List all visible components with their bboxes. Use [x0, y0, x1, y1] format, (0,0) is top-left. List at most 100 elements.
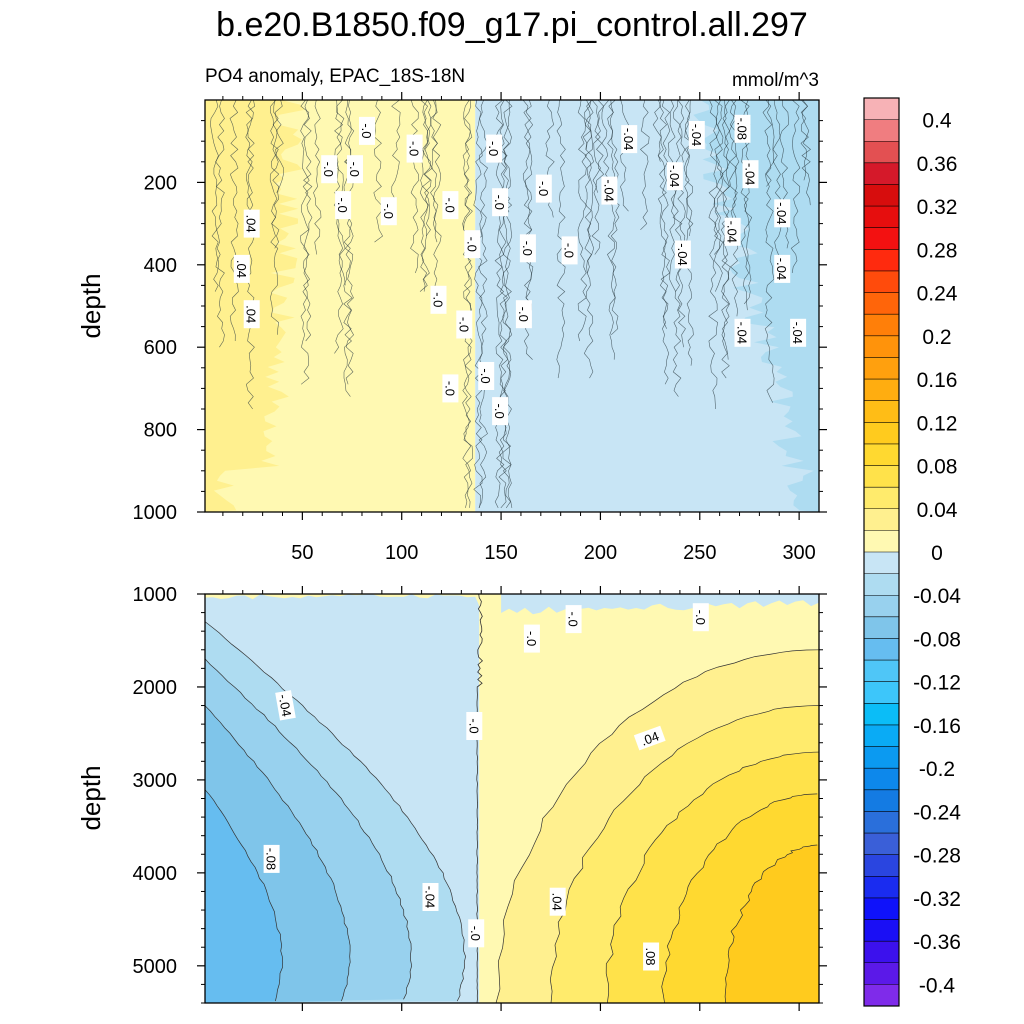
contour-label-text: -.04: [774, 202, 789, 224]
colorbar-label: 0.32: [917, 196, 958, 219]
colorbar-swatch: [864, 876, 899, 899]
contour-label: -.04: [422, 883, 439, 911]
band-west-4: [205, 789, 283, 1003]
top-panel-axes: 50 100 150 200 250 300 200 400 600 800 1000: [133, 92, 827, 564]
contour-label-text: -.04: [621, 128, 636, 150]
top-ylabel: depth: [76, 273, 106, 338]
contour-line: [661, 793, 818, 1003]
contour-label-text: -.0: [359, 123, 374, 138]
contour-line: [205, 658, 413, 1000]
contour-line: [205, 705, 351, 1002]
top-panel-contour-labels: -.0-.0 -.0-.0 -.0-.0 -.0 -.0 -.0-.0-.0 -.0 -.0-…: [233, 114, 807, 426]
contour-label: .08: [643, 942, 660, 971]
contour-label-text: -.04: [790, 322, 805, 344]
x-tick-label: 200: [584, 542, 617, 564]
bottom-panel-axes: 1000 2000 3000 4000 5000: [133, 584, 827, 1011]
contour-label: -.0: [515, 300, 532, 329]
band-top-strip-east: [501, 594, 819, 615]
colorbar-frame: [863, 97, 900, 1007]
colorbar-swatch: [864, 314, 899, 337]
contour-label: .04: [633, 725, 666, 751]
colorbar-swatch: [864, 746, 899, 769]
colorbar-label: 0.2: [922, 326, 951, 349]
colorbar-label: 0.28: [917, 239, 958, 262]
contour-label: -.0: [478, 362, 495, 390]
contour-label: -.0: [442, 191, 459, 220]
x-tick-label: 250: [683, 542, 716, 564]
bottom-panel-contours: [205, 594, 819, 1003]
colorbar-label: -0.28: [913, 845, 961, 868]
contour-label-text: -.0: [468, 926, 483, 941]
colorbar-swatch: [864, 768, 899, 791]
contour-label: -.04: [774, 254, 791, 283]
x-tick-label: 150: [484, 542, 517, 564]
y-tick-label: 400: [144, 255, 177, 277]
x-tick-label: 300: [782, 542, 815, 564]
x-tick-label: 50: [291, 542, 313, 564]
contour-label-text: -.0: [464, 237, 479, 252]
contour-label: -.0: [492, 188, 509, 217]
contour-label-text: -.0: [536, 181, 551, 196]
colorbar-swatch: [864, 919, 899, 942]
contour-label-text: -.0: [456, 317, 471, 332]
contour-label: .04: [549, 887, 566, 916]
contour-label-text: -.0: [566, 612, 581, 627]
figure-title: b.e20.B1850.f09_g17.pi_control.all.297: [216, 6, 808, 44]
contour-label-text: -.0: [442, 381, 457, 396]
contour-label: -.0: [692, 603, 709, 632]
colorbar-label: -0.32: [913, 888, 961, 911]
contour-line: [724, 844, 818, 1003]
contour-label: .04: [243, 300, 260, 329]
left-subtitle: PO4 anomaly, EPAC_18S-18N: [205, 66, 465, 87]
colorbar-swatch: [864, 292, 899, 315]
contour-label-text: -.04: [774, 258, 789, 280]
contour-label-text: -.0: [431, 292, 446, 307]
contour-label-text: .04: [550, 893, 565, 911]
contour-label: -.04: [734, 318, 751, 347]
contour-label-text: -.08: [735, 118, 750, 140]
contour-label: -.0: [523, 624, 540, 653]
colorbar-swatch: [864, 595, 899, 618]
y-tick-label: 4000: [133, 863, 178, 885]
contour-label-text: .04: [244, 305, 259, 323]
colorbar-label: 0: [931, 542, 943, 565]
contour-label-text: -.0: [486, 141, 501, 156]
contour-label-text: .04: [234, 260, 249, 278]
top-panel-noise: [205, 100, 819, 512]
colorbar-swatch: [864, 249, 899, 272]
colorbar-swatch: [864, 400, 899, 423]
colorbar-swatch: [864, 357, 899, 380]
contour-label-text: -.0: [321, 162, 336, 177]
contour-label-text: -.0: [562, 243, 577, 258]
contour-label: -.0: [430, 285, 447, 314]
contour-line: [549, 705, 819, 1003]
contour-label: -.0: [321, 155, 338, 184]
colorbar-label: -0.16: [913, 715, 961, 738]
colorbar-swatch: [864, 227, 899, 250]
contour-label: -.0: [380, 197, 397, 226]
contour-label: -.04: [774, 199, 791, 228]
colorbar: 0.4 0.36 0.32 0.28 0.24 0.2 0.16 0.12 0.08 0.04 0 -…: [863, 97, 961, 1007]
colorbar-swatch: [864, 703, 899, 726]
colorbar-label: -0.04: [913, 585, 961, 608]
contour-label-text: -.0: [693, 610, 708, 625]
y-tick-label: 800: [144, 420, 177, 442]
y-tick-label: 200: [144, 172, 177, 194]
top-panel: -.0-.0 -.0-.0 -.0-.0 -.0 -.0 -.0-.0-.0 -.0 -.0-…: [76, 92, 827, 564]
contour-label: -.0: [335, 191, 352, 220]
contour-line: [205, 789, 284, 1002]
colorbar-swatch: [864, 270, 899, 293]
contour-label: -.0: [359, 116, 375, 145]
contour-label: -.04: [674, 240, 691, 269]
contour-label: -.0: [535, 174, 552, 203]
contour-label-text: .04: [639, 728, 661, 748]
contour-label-text: -.0: [442, 198, 457, 213]
colorbar-swatch: [864, 487, 899, 510]
colorbar-label: 0.16: [917, 369, 958, 392]
colorbar-swatch: [864, 984, 899, 1007]
colorbar-swatch: [864, 508, 899, 531]
colorbar-swatch: [864, 811, 899, 834]
y-tick-label: 2000: [133, 677, 178, 699]
contour-label-text: -.04: [743, 163, 758, 185]
contour-label: -.04: [601, 176, 618, 205]
